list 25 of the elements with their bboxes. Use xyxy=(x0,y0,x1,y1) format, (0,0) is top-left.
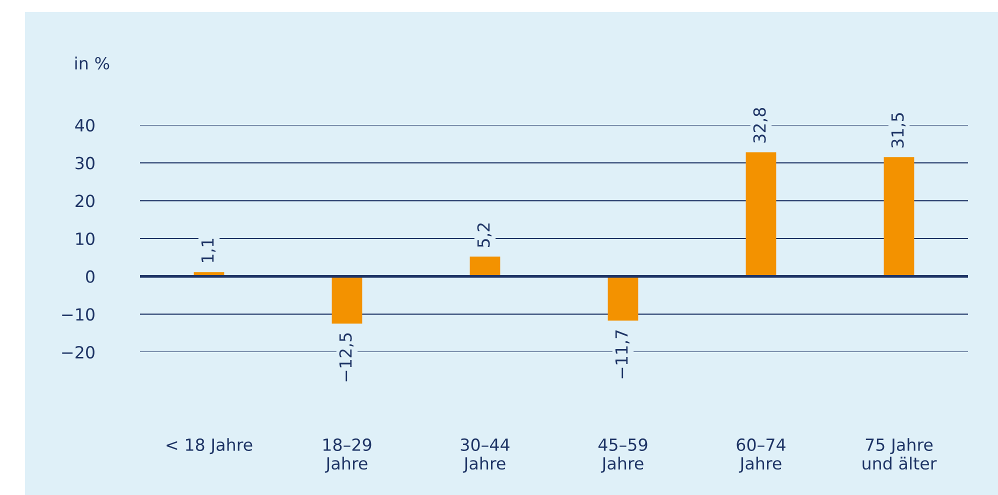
y-tick-label: 20 xyxy=(76,194,94,208)
x-tick-label: < 18 Jahre xyxy=(166,438,252,454)
x-tick-label: 18–29 Jahre xyxy=(323,438,372,473)
y-axis-title: in % xyxy=(75,56,110,70)
y-tick-label: 40 xyxy=(75,118,94,132)
x-tick-label: 60–74 Jahre xyxy=(736,438,786,473)
data-label: −11,7 xyxy=(615,330,630,378)
y-tick-label: −10 xyxy=(62,308,94,321)
y-tick-label: −20 xyxy=(62,346,94,359)
bar xyxy=(884,157,914,276)
y-tick-label: 10 xyxy=(76,232,94,246)
bar xyxy=(746,152,776,276)
bar xyxy=(608,276,638,321)
data-label: 1,1 xyxy=(201,238,216,262)
y-tick-label: 30 xyxy=(76,156,94,170)
x-tick-label: 75 Jahre und älter xyxy=(862,438,937,470)
data-label: −12,5 xyxy=(339,333,354,382)
x-tick-label: 45–59 Jahre xyxy=(598,438,648,473)
data-label: 31,5 xyxy=(891,113,906,148)
x-tick-label: 30–44 Jahre xyxy=(460,438,510,473)
data-label: 32,8 xyxy=(753,108,768,143)
y-tick-label: 0 xyxy=(86,270,94,283)
bar xyxy=(332,276,362,324)
data-label: 5,2 xyxy=(477,223,492,248)
bar xyxy=(470,256,500,276)
